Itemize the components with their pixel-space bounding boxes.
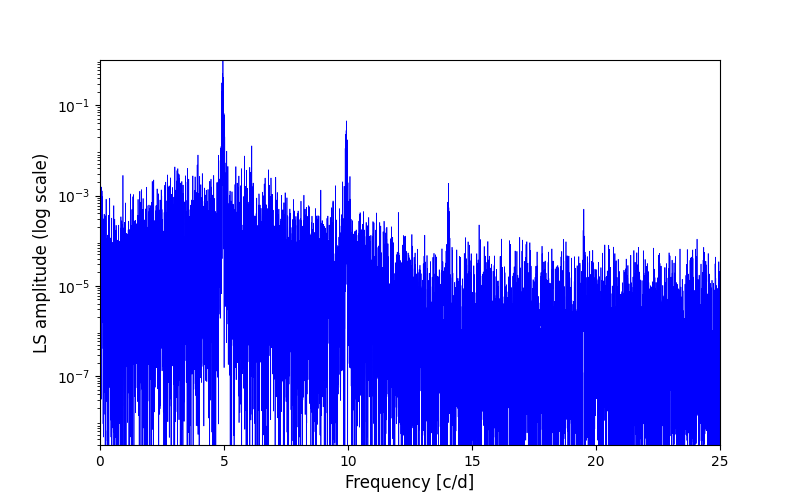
Y-axis label: LS amplitude (log scale): LS amplitude (log scale)	[34, 152, 51, 352]
X-axis label: Frequency [c/d]: Frequency [c/d]	[346, 474, 474, 492]
